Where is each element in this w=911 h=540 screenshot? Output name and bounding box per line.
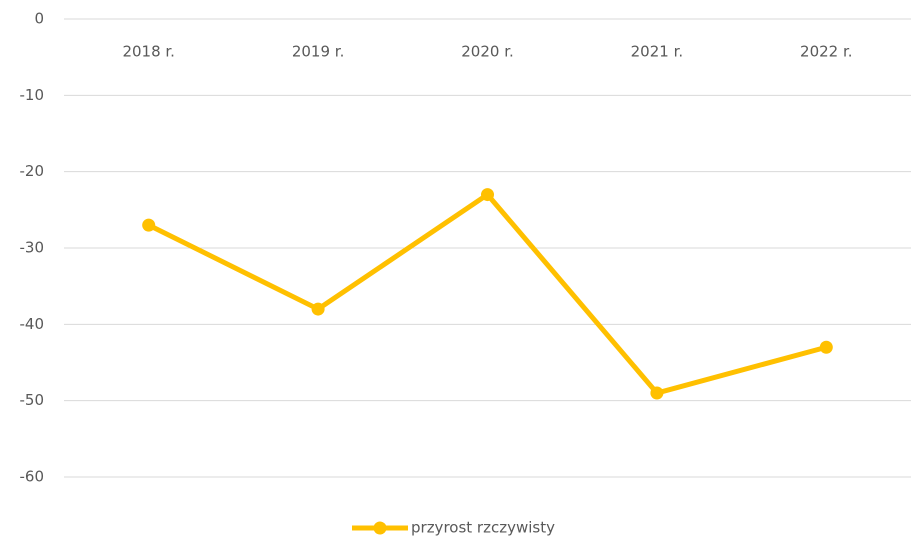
series-line (147, 192, 827, 396)
point (650, 386, 664, 400)
y-tick-label: -50 (20, 391, 45, 409)
x-tick-label: 2019 r. (292, 43, 345, 61)
point (481, 188, 494, 202)
y-tick-label: -30 (20, 239, 45, 257)
legend-label: przyrost rzczywisty (411, 519, 555, 537)
y-tick-label: -10 (20, 86, 45, 104)
legend: przyrost rzczywisty (352, 519, 555, 537)
x-tick-label: 2022 r. (800, 43, 853, 61)
y-tick-label: 0 (34, 10, 44, 28)
y-tick-label: -60 (20, 468, 45, 486)
point (311, 302, 325, 316)
legend-marker (373, 521, 387, 535)
x-tick-label: 2018 r. (122, 43, 175, 61)
y-tick-label: -40 (20, 315, 45, 333)
x-tick-label: 2021 r. (631, 43, 684, 61)
point (819, 340, 833, 354)
y-tick-label: -20 (20, 162, 45, 180)
x-tick-label: 2020 r. (461, 43, 514, 61)
point (142, 218, 156, 232)
